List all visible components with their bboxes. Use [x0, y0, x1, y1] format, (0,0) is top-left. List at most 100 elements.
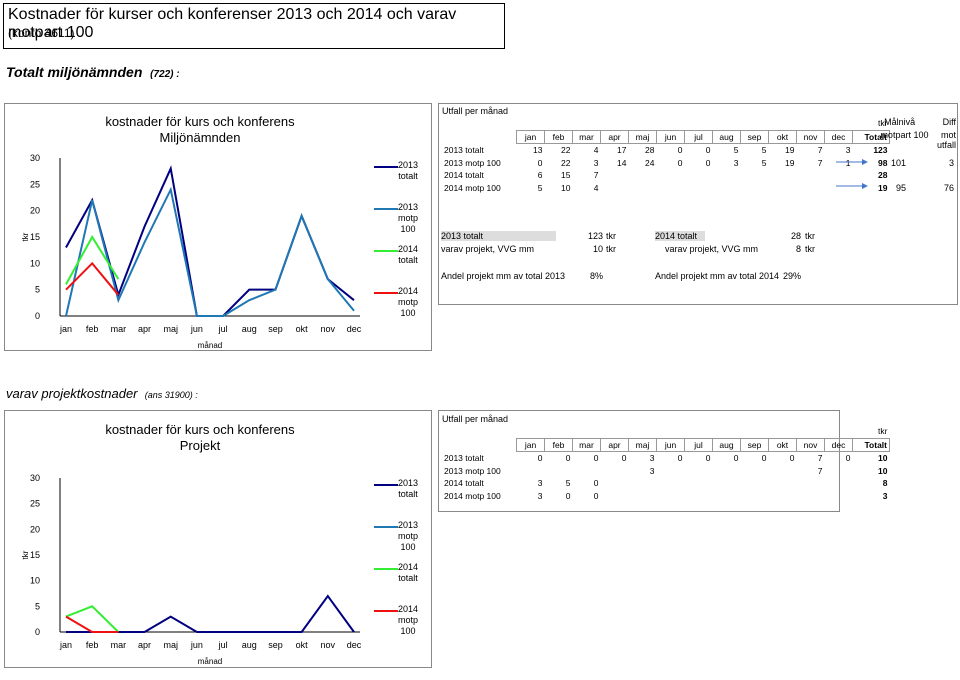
- legend-label: 2013 motp 100: [388, 202, 428, 235]
- table-cell: 5: [565, 478, 571, 489]
- month-header: feb: [544, 437, 573, 452]
- table-cell: [825, 490, 853, 503]
- table-cell: [601, 465, 629, 478]
- x-tick-label: jun: [190, 640, 203, 650]
- target-label-2: motpart 100: [880, 130, 929, 140]
- month-header: apr: [600, 437, 629, 452]
- month-header: okt: [768, 437, 797, 452]
- chart1-title-block: kostnader för kurs och konferens Miljönä…: [70, 114, 330, 146]
- legend-swatch: [374, 610, 398, 612]
- table-cell: 3: [537, 490, 543, 501]
- series-line: [66, 594, 355, 633]
- table-cell: [825, 477, 853, 490]
- table-cell: [769, 182, 797, 195]
- x-tick-label: nov: [321, 640, 336, 650]
- x-tick-label: apr: [138, 324, 151, 334]
- legend-text: motp: [397, 213, 418, 223]
- table-cell: 5: [761, 145, 767, 156]
- y-axis-label: tkr: [21, 550, 30, 559]
- month-header: jun: [656, 437, 685, 452]
- series-line: [65, 186, 355, 317]
- legend-text: 100: [400, 308, 416, 318]
- table-cell: [657, 182, 685, 195]
- y-tick-label: 15: [30, 550, 40, 560]
- legend-text: 2014: [397, 286, 419, 296]
- legend-text: 2013: [397, 520, 419, 530]
- legend-swatch: [374, 208, 398, 210]
- legend-text: 100: [400, 224, 416, 234]
- row-total: 123: [873, 145, 888, 156]
- table-cell: [629, 477, 657, 490]
- y-tick-label: 20: [30, 206, 40, 216]
- month-header: apr: [600, 129, 629, 144]
- table2-panel: [438, 410, 840, 512]
- table-cell: 3: [733, 157, 739, 168]
- table-cell: 0: [677, 157, 683, 168]
- table-cell: 19: [785, 157, 795, 168]
- table-cell: [685, 169, 713, 182]
- table-cell: [629, 182, 657, 195]
- arrows: [836, 159, 868, 189]
- table-cell: [657, 477, 685, 490]
- row-label: 2013 totalt: [444, 145, 484, 155]
- month-header: aug: [712, 129, 741, 144]
- y-tick-label: 30: [30, 473, 40, 483]
- x-tick-label: okt: [296, 324, 309, 334]
- month-header: aug: [712, 437, 741, 452]
- table-cell: [713, 477, 741, 490]
- row-label: 2014 totalt: [444, 478, 484, 489]
- legend-swatch: [374, 484, 398, 486]
- row-label: 2014 motp 100: [444, 490, 501, 501]
- row-label: 2013 motp 100: [444, 465, 501, 476]
- row-label: 2013 motp 100: [444, 157, 501, 168]
- row-total: 3: [882, 490, 888, 501]
- table-cell: 5: [761, 157, 767, 168]
- table-cell: [769, 465, 797, 478]
- y-axis-label: tkr: [21, 232, 30, 241]
- table-cell: 15: [561, 170, 571, 181]
- table-cell: [685, 490, 713, 503]
- legend-swatch: [374, 526, 398, 528]
- month-header: sep: [740, 129, 769, 144]
- legend-label: 2013 totalt: [388, 478, 428, 500]
- table2-title: Utfall per månad: [442, 414, 509, 424]
- series-line: [65, 165, 355, 317]
- x-axis-label: månad: [198, 657, 222, 666]
- table-cell: 3: [649, 453, 655, 464]
- table-row: 2014 motp 100 5 10 4 19: [442, 182, 890, 195]
- legend-text: 2013: [397, 202, 419, 212]
- table-cell: 0: [565, 453, 571, 464]
- sum-u2: tkr: [606, 244, 616, 254]
- chart-panel-project: [4, 410, 432, 668]
- section-total-heading: Totalt miljönämnden (722) :: [6, 64, 180, 80]
- table-cell: 22: [561, 145, 571, 156]
- series-line: [65, 615, 119, 633]
- table-cell: 17: [617, 145, 627, 156]
- table-cell: [601, 182, 629, 195]
- y-tick-label: 5: [35, 601, 40, 611]
- legend-label: 2013 motp 100: [388, 520, 428, 553]
- y-tick-label: 0: [35, 627, 40, 637]
- diff-2014: 76: [943, 183, 954, 193]
- table-cell: 0: [705, 453, 711, 464]
- table-cell: 0: [621, 453, 627, 464]
- diff-label-2: mot utfall: [936, 130, 956, 150]
- month-header: nov: [796, 129, 825, 144]
- table-cell: [713, 465, 741, 478]
- table-cell: 14: [617, 157, 627, 168]
- table-cell: 0: [705, 157, 711, 168]
- x-tick-label: jan: [59, 324, 72, 334]
- table-cell: 3: [845, 145, 851, 156]
- series-line: [65, 235, 120, 285]
- total-header: Totalt: [852, 437, 890, 452]
- report-subtitle: (konto 4611): [8, 26, 75, 40]
- table-cell: 0: [705, 145, 711, 156]
- table1-wrap: tkr jan feb mar apr maj jun jul aug sep okt nov dec T…: [442, 117, 890, 194]
- chart1-subtitle: Miljönämnden: [159, 130, 241, 145]
- y-tick-label: 25: [30, 179, 40, 189]
- x-tick-label: jan: [59, 640, 72, 650]
- table-cell: 5: [733, 145, 739, 156]
- table-row: 2014 motp 100 3 0 0 3: [442, 490, 890, 503]
- section-total-code: (722) :: [150, 69, 180, 80]
- sum-l5: Andel projekt mm av total 2013: [441, 271, 566, 281]
